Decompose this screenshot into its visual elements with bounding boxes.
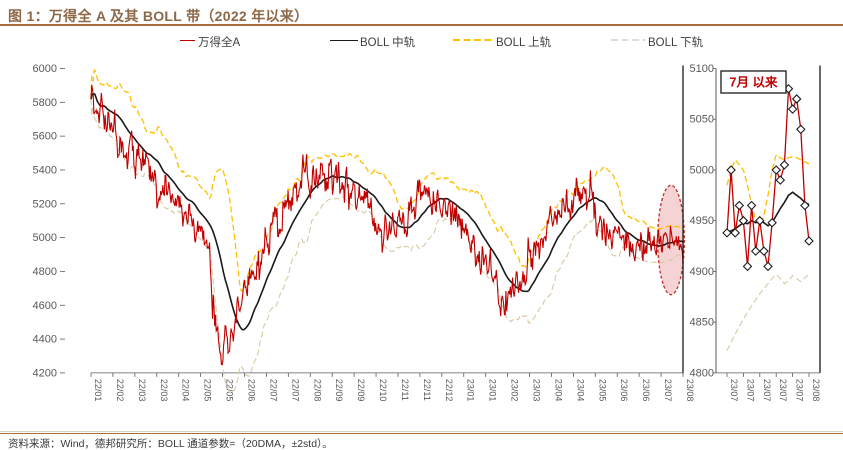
svg-text:5800: 5800 <box>33 97 57 109</box>
svg-text:22/01: 22/01 <box>93 379 103 402</box>
svg-text:5200: 5200 <box>33 198 57 210</box>
svg-text:4800: 4800 <box>33 266 57 278</box>
svg-text:5000: 5000 <box>690 164 714 176</box>
svg-text:4950: 4950 <box>690 215 714 227</box>
svg-text:5000: 5000 <box>33 232 57 244</box>
svg-text:22/05: 22/05 <box>203 379 213 402</box>
svg-text:23/08: 23/08 <box>685 379 695 402</box>
svg-text:22/04: 22/04 <box>181 379 191 402</box>
svg-text:22/12: 22/12 <box>444 379 454 402</box>
svg-text:22/06: 22/06 <box>246 379 256 402</box>
svg-text:5600: 5600 <box>33 131 57 143</box>
svg-text:23/03: 23/03 <box>532 379 542 402</box>
svg-text:22/11: 22/11 <box>422 379 432 401</box>
svg-text:22/07: 22/07 <box>268 379 278 402</box>
svg-text:22/11: 22/11 <box>400 379 410 401</box>
svg-text:22/07: 22/07 <box>290 379 300 402</box>
svg-text:22/03: 22/03 <box>159 379 169 402</box>
svg-text:23/04: 23/04 <box>575 379 585 402</box>
svg-text:23/07: 23/07 <box>778 379 788 402</box>
svg-text:23/07: 23/07 <box>745 379 755 402</box>
svg-text:23/06: 23/06 <box>641 379 651 402</box>
svg-text:23/02: 23/02 <box>510 379 520 402</box>
svg-text:5400: 5400 <box>33 164 57 176</box>
svg-text:22/09: 22/09 <box>356 379 366 402</box>
svg-text:4400: 4400 <box>33 334 57 346</box>
svg-text:7月 以来: 7月 以来 <box>730 74 778 89</box>
svg-text:23/07: 23/07 <box>663 379 673 402</box>
svg-text:22/02: 22/02 <box>115 379 125 402</box>
svg-text:22/03: 22/03 <box>137 379 147 402</box>
svg-text:22/10: 22/10 <box>378 379 388 402</box>
svg-text:5050: 5050 <box>690 114 714 126</box>
svg-text:23/07: 23/07 <box>795 379 805 402</box>
svg-text:23/07: 23/07 <box>729 379 739 402</box>
svg-text:4200: 4200 <box>33 367 57 379</box>
svg-text:4800: 4800 <box>690 367 714 379</box>
svg-text:22/09: 22/09 <box>334 379 344 402</box>
svg-text:23/05: 23/05 <box>597 379 607 402</box>
svg-text:5100: 5100 <box>690 63 714 75</box>
svg-text:4900: 4900 <box>690 266 714 278</box>
svg-text:23/07: 23/07 <box>762 379 772 402</box>
svg-text:22/08: 22/08 <box>312 379 322 402</box>
svg-text:4850: 4850 <box>690 317 714 329</box>
svg-text:23/08: 23/08 <box>811 379 821 402</box>
svg-text:23/01: 23/01 <box>466 379 476 402</box>
svg-text:23/01: 23/01 <box>488 379 498 402</box>
svg-text:4600: 4600 <box>33 300 57 312</box>
svg-text:6000: 6000 <box>33 63 57 75</box>
svg-text:23/06: 23/06 <box>619 379 629 402</box>
svg-text:23/04: 23/04 <box>553 379 563 402</box>
